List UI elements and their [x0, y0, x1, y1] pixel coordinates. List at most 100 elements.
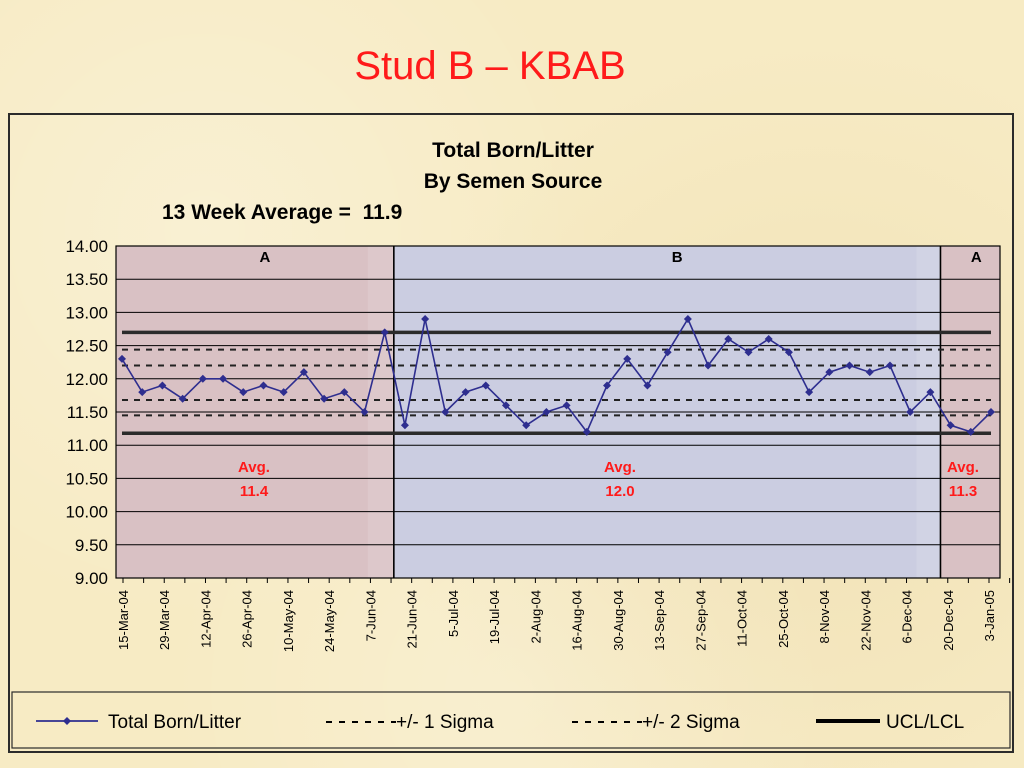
x-tick-label: 30-Aug-04: [611, 590, 626, 651]
data-point: [643, 381, 652, 390]
x-tick-label: 29-Mar-04: [157, 590, 172, 650]
legend-label: +/- 2 Sigma: [642, 712, 740, 733]
data-point: [966, 427, 975, 436]
x-tick-label: 16-Aug-04: [570, 590, 585, 651]
data-point: [118, 354, 126, 363]
x-tick-label: 27-Sep-04: [693, 590, 708, 651]
y-tick-label: 13.50: [65, 270, 108, 289]
data-point: [825, 368, 834, 377]
legend-label: UCL/LCL: [886, 712, 964, 733]
legend-label: Total Born/Litter: [108, 712, 242, 733]
data-point: [522, 421, 531, 430]
x-tick-label: 6-Dec-04: [900, 590, 915, 643]
data-point: [562, 401, 571, 410]
data-point: [926, 388, 935, 397]
region-avg-label: Avg.: [604, 459, 636, 476]
data-point: [360, 408, 369, 416]
x-tick-label: 26-Apr-04: [240, 590, 255, 648]
y-tick-label: 12.50: [65, 337, 108, 356]
data-point: [461, 388, 470, 397]
data-point: [340, 388, 349, 397]
x-tick-label: 8-Nov-04: [817, 590, 832, 643]
data-point: [158, 381, 167, 390]
x-tick-label: 22-Nov-04: [858, 590, 873, 651]
data-point: [219, 374, 228, 383]
data-point: [764, 334, 773, 343]
x-tick-label: 20-Dec-04: [941, 590, 956, 651]
data-point: [865, 368, 874, 377]
region-label: A: [971, 249, 982, 266]
average-label: 13 Week Average = 11.9: [162, 201, 402, 224]
plot-area: A Avg. 11.4 B Avg. 12.0 A Avg. 11.3 9.00 9.50 10.00…: [65, 237, 1011, 652]
data-point: [259, 381, 268, 390]
y-tick-label: 11.50: [67, 403, 108, 422]
chart-title: Total Born/Litter: [432, 139, 594, 162]
data-point: [138, 388, 147, 397]
data-point: [481, 381, 490, 390]
region-avg-value: 11.4: [240, 483, 269, 500]
y-tick-label: 14.00: [65, 237, 108, 256]
data-point: [400, 421, 409, 430]
data-point: [279, 388, 288, 397]
region-avg-value: 12.0: [605, 483, 634, 500]
y-tick-label: 9.00: [75, 569, 108, 588]
series-line: [121, 317, 992, 434]
x-tick-label: 24-May-04: [322, 590, 337, 652]
data-point: [542, 408, 551, 416]
x-tick-label: 5-Jul-04: [446, 590, 461, 637]
chart-subtitle: By Semen Source: [424, 170, 603, 193]
data-point: [380, 328, 389, 337]
data-point: [239, 388, 248, 397]
data-point: [987, 408, 995, 416]
y-tick-label: 12.00: [65, 370, 108, 389]
x-tick-label: 25-Oct-04: [776, 590, 791, 648]
x-tick-label: 15-Mar-04: [116, 590, 131, 650]
data-point: [885, 361, 894, 370]
x-tick-label: 21-Jun-04: [405, 590, 420, 649]
legend: Total Born/Litter +/- 1 Sigma +/- 2 Sigma U…: [11, 691, 1011, 749]
data-point: [299, 368, 308, 377]
x-tick-label: 2-Aug-04: [528, 590, 543, 643]
chart-svg: Total Born/Litter By Semen Source 13 Wee…: [11, 139, 1011, 749]
data-point: [501, 401, 510, 410]
data-point: [320, 394, 329, 403]
chart-frame: Total Born/Litter By Semen Source 13 Wee…: [8, 113, 1014, 753]
region-avg-label: Avg.: [238, 459, 270, 476]
data-point: [663, 348, 672, 357]
y-tick-label: 9.50: [75, 536, 108, 555]
plot-border: [115, 245, 1001, 579]
x-tick-label: 12-Apr-04: [198, 590, 213, 648]
x-tick-label: 10-May-04: [281, 590, 296, 652]
region-label: B: [672, 249, 683, 266]
data-point: [623, 354, 632, 363]
y-tick-label: 11.00: [67, 436, 108, 455]
x-tick-label: 19-Jul-04: [487, 590, 502, 644]
data-point: [704, 361, 713, 370]
x-tick-label: 3-Jan-05: [982, 590, 997, 641]
region-label: A: [259, 249, 270, 266]
data-point: [946, 421, 955, 430]
y-tick-label: 10.50: [65, 469, 108, 488]
legend-label: +/- 1 Sigma: [396, 712, 494, 733]
x-tick-label: 13-Sep-04: [652, 590, 667, 651]
data-point: [178, 394, 187, 403]
data-point: [683, 315, 692, 324]
data-point: [784, 348, 793, 357]
y-tick-label: 13.00: [65, 303, 108, 322]
data-point: [724, 334, 733, 343]
region-avg-value: 11.3: [949, 483, 977, 500]
data-point: [805, 388, 814, 397]
data-point: [582, 427, 591, 436]
data-point: [744, 348, 753, 357]
legend-box: [11, 691, 1011, 749]
data-point: [441, 408, 450, 416]
data-point: [603, 381, 612, 390]
data-point: [198, 374, 207, 383]
x-tick-label: 11-Oct-04: [735, 590, 750, 647]
data-point: [845, 361, 854, 370]
y-tick-label: 10.00: [65, 503, 108, 522]
region-avg-label: Avg.: [947, 459, 979, 476]
x-tick-label: 7-Jun-04: [363, 590, 378, 641]
slide-title: Stud B – KBAB: [354, 44, 626, 88]
data-point: [421, 315, 430, 324]
